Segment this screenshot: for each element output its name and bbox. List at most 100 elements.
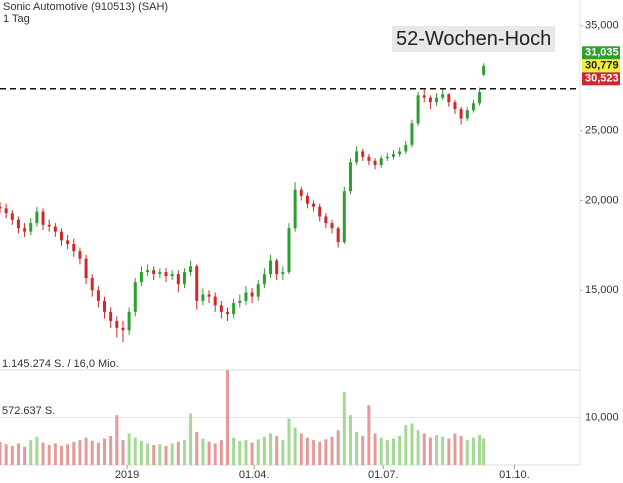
- candle-body: [213, 296, 217, 306]
- candle-body: [244, 292, 248, 301]
- volume-bar: [232, 437, 236, 465]
- volume-bar: [47, 445, 51, 465]
- volume-bar: [238, 440, 242, 465]
- candle-body: [391, 154, 395, 157]
- candle-body: [355, 151, 359, 163]
- volume-bar: [299, 433, 303, 465]
- candle-body: [53, 226, 57, 232]
- volume-bar: [398, 435, 402, 465]
- candle-body: [182, 272, 186, 285]
- volume-bar: [164, 445, 168, 465]
- volume-bar: [336, 430, 340, 465]
- volume-bar: [391, 438, 395, 465]
- x-tick-label: 01.10.: [499, 469, 530, 481]
- candle-body: [482, 65, 486, 75]
- volume-bar: [471, 437, 475, 465]
- volume-bar: [422, 433, 426, 465]
- volume-bar: [219, 440, 223, 465]
- volume-bar: [275, 435, 279, 465]
- volume-bar: [90, 440, 94, 465]
- volume-bar: [176, 441, 180, 465]
- volume-bar: [342, 392, 346, 465]
- volume-bar: [305, 437, 309, 465]
- candle-body: [84, 258, 88, 279]
- volume-bar: [441, 436, 445, 465]
- volume-bar: [482, 438, 486, 465]
- candle-body: [348, 162, 352, 192]
- volume-bar: [195, 431, 199, 465]
- candle-body: [336, 228, 340, 243]
- volume-bar: [355, 431, 359, 465]
- candle-body: [219, 305, 223, 312]
- volume-bar: [170, 443, 174, 465]
- x-tick-label: 01.07.: [368, 469, 399, 481]
- volume-bar: [10, 445, 14, 465]
- candle-body: [441, 94, 445, 98]
- candle-body: [23, 228, 27, 232]
- volume-bar: [269, 433, 273, 465]
- volume-bar: [367, 405, 371, 465]
- volume-bar: [78, 440, 82, 465]
- volume-bar: [127, 433, 131, 465]
- volume-tick-label: 10,000: [585, 411, 619, 423]
- price-marker-label: 31,035: [585, 47, 619, 59]
- candle-body: [189, 266, 193, 273]
- candle-body: [16, 219, 20, 229]
- price-marker-label: 30,779: [585, 60, 619, 72]
- candle-body: [435, 97, 439, 103]
- candle-body: [293, 189, 297, 229]
- high-52w-label-bg: [392, 26, 556, 53]
- volume-bar: [29, 440, 33, 465]
- candle-body: [453, 102, 457, 110]
- volume-bar: [250, 442, 254, 465]
- candle-body: [324, 216, 328, 224]
- volume-bar: [213, 443, 217, 465]
- candle-body: [404, 144, 408, 152]
- high-52w-label: 52-Wochen-Hoch: [396, 28, 551, 50]
- volume-bar: [256, 439, 260, 465]
- price-marker: [582, 46, 620, 60]
- candle-body: [459, 109, 463, 119]
- candle-body: [78, 251, 82, 259]
- volume-bar: [115, 415, 119, 465]
- candle-body: [471, 103, 475, 111]
- candle-body: [195, 266, 199, 301]
- price-marker-label: 30,523: [585, 73, 619, 85]
- volume-bar: [121, 440, 125, 465]
- candle-body: [342, 191, 346, 243]
- candle-body: [115, 320, 119, 328]
- candle-body: [72, 243, 76, 252]
- candle-body: [416, 95, 420, 124]
- volume-bar: [312, 440, 316, 465]
- volume-bar: [361, 435, 365, 465]
- candle-body: [41, 211, 45, 225]
- volume-bar: [103, 438, 107, 465]
- volume-bar: [16, 443, 20, 465]
- candle-body: [410, 123, 414, 145]
- price-marker: [582, 59, 620, 73]
- candle-body: [299, 189, 303, 196]
- volume-bar: [416, 430, 420, 465]
- x-tick-label: 01.04.: [239, 469, 270, 481]
- candle-body: [256, 284, 260, 297]
- candle-body: [90, 278, 94, 291]
- volume-bar: [201, 438, 205, 465]
- candle-body: [127, 311, 131, 331]
- volume-max-label: 1.145.274 S. / 16,0 Mio.: [2, 358, 119, 370]
- candle-body: [312, 203, 316, 207]
- candle-body: [232, 303, 236, 315]
- y-tick-label: 15,000: [585, 284, 619, 296]
- candle-body: [281, 272, 285, 275]
- candle-body: [385, 156, 389, 159]
- volume-bar: [348, 415, 352, 465]
- candle-body: [4, 208, 8, 214]
- volume-bar: [373, 433, 377, 465]
- volume-bar: [0, 441, 2, 465]
- volume-bar: [262, 436, 266, 465]
- volume-bar: [109, 435, 113, 465]
- candle-body: [121, 327, 125, 331]
- candle-body: [367, 156, 371, 161]
- candle-body: [133, 282, 137, 312]
- candle-body: [275, 260, 279, 275]
- candle-body: [0, 206, 2, 209]
